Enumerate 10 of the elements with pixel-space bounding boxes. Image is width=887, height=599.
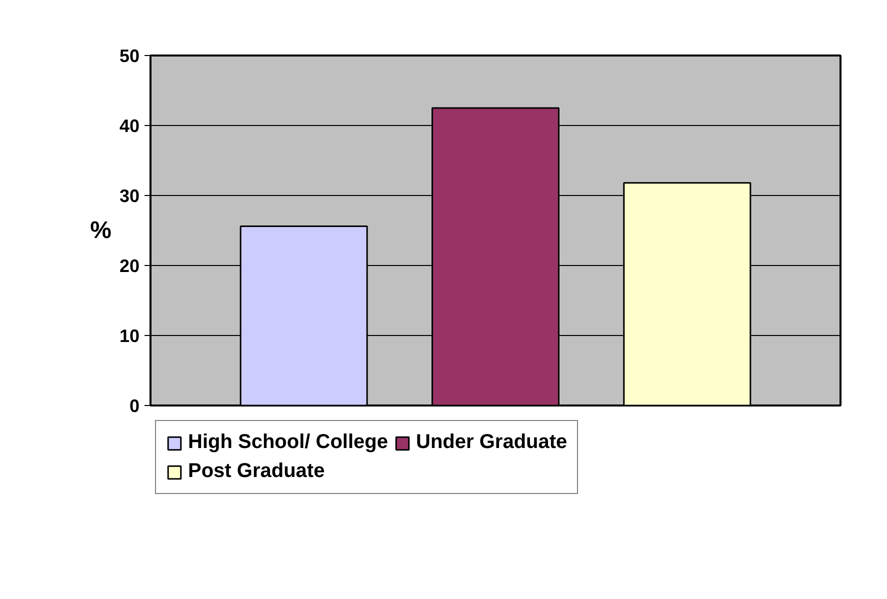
y-tick-label: 50 <box>119 46 140 66</box>
legend-label: Under Graduate <box>416 431 568 454</box>
y-tick-label: 10 <box>119 326 140 346</box>
y-tick-label: 0 <box>129 396 140 416</box>
y-tick-label: 30 <box>119 186 140 206</box>
legend-label: Post Graduate <box>188 460 325 483</box>
y-tick-label: 20 <box>119 256 140 276</box>
legend-label: High School/ College <box>188 431 388 454</box>
y-tick-label: 40 <box>119 116 140 136</box>
y-axis-title: % <box>90 217 112 244</box>
